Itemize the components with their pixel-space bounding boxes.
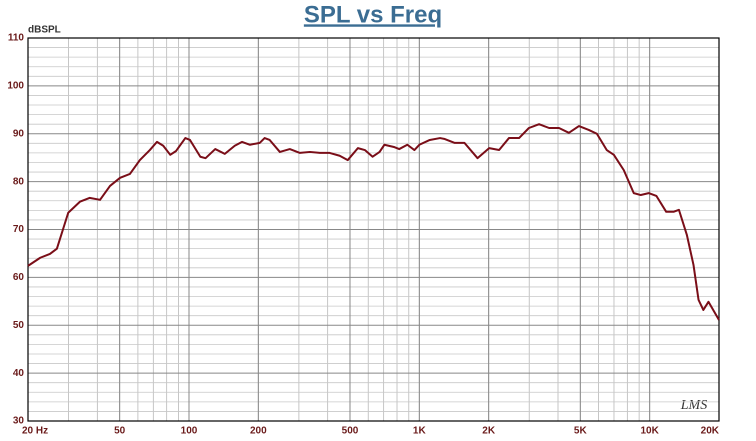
x-tick-label: 10K bbox=[640, 426, 659, 437]
y-tick-label: 110 bbox=[8, 33, 25, 44]
chart-title: SPL vs Freq bbox=[304, 1, 442, 28]
y-tick-label: 90 bbox=[13, 128, 25, 139]
x-tick-label: 500 bbox=[342, 426, 359, 437]
y-tick-label: 40 bbox=[13, 368, 25, 379]
x-tick-label: 100 bbox=[181, 426, 198, 437]
y-axis-label: dBSPL bbox=[28, 25, 61, 36]
watermark: LMS bbox=[680, 398, 707, 413]
y-tick-label: 30 bbox=[13, 416, 25, 427]
plot-frame bbox=[27, 37, 720, 422]
y-tick-label: 50 bbox=[13, 320, 25, 331]
y-tick-label: 60 bbox=[13, 272, 25, 283]
x-tick-label: 20 Hz bbox=[22, 426, 48, 437]
x-tick-label: 50 bbox=[114, 426, 126, 437]
y-tick-label: 70 bbox=[13, 224, 25, 235]
y-tick-label: 80 bbox=[13, 176, 25, 187]
y-tick-label: 100 bbox=[7, 81, 24, 92]
x-tick-label: 5K bbox=[574, 426, 588, 437]
spl-line bbox=[27, 123, 720, 321]
x-tick-label: 1K bbox=[413, 426, 427, 437]
x-tick-label: 2K bbox=[482, 426, 496, 437]
x-tick-label: 200 bbox=[250, 426, 267, 437]
x-tick-label: 20K bbox=[701, 426, 720, 437]
